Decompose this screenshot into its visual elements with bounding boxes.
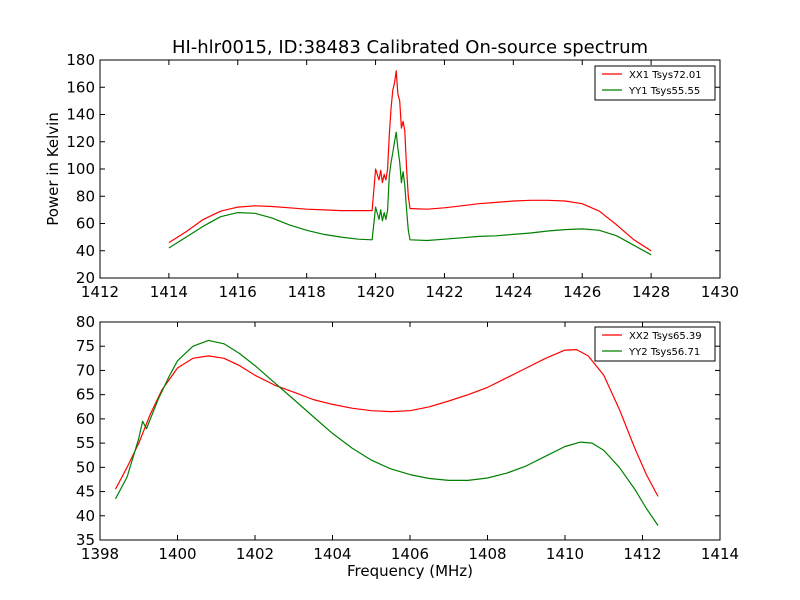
bottom-legend: XX2 Tsys65.39 YY2 Tsys56.71 bbox=[594, 326, 716, 362]
x-tick-label: 1414 bbox=[150, 283, 188, 301]
y-tick-label: 35 bbox=[76, 531, 95, 549]
legend-label-xx1: XX1 Tsys72.01 bbox=[629, 70, 702, 81]
y-tick-label: 140 bbox=[66, 106, 95, 124]
y-tick-label: 20 bbox=[76, 269, 95, 287]
y-tick-label: 40 bbox=[76, 242, 95, 260]
y-tick-label: 80 bbox=[76, 313, 95, 331]
y-tick-label: 55 bbox=[76, 434, 95, 452]
top-plot-area: 1412 1414 1416 1418 1420 1422 1424 1426 1428 1430… bbox=[66, 51, 739, 301]
y-tick-label: 50 bbox=[76, 458, 95, 476]
bottom-legend-box bbox=[594, 326, 716, 362]
y-tick-label: 40 bbox=[76, 507, 95, 525]
y-tick-label: 60 bbox=[76, 215, 95, 233]
top-spectrum-panel: HI-hlr0015, ID:38483 Calibrated On-sourc… bbox=[44, 37, 739, 301]
chart-title: HI-hlr0015, ID:38483 Calibrated On-sourc… bbox=[172, 37, 648, 58]
x-tick-label: 1412 bbox=[623, 545, 661, 563]
x-tick-label: 1406 bbox=[391, 545, 429, 563]
x-tick-label: 1398 bbox=[81, 545, 119, 563]
y-tick-label: 100 bbox=[66, 160, 95, 178]
x-tick-label: 1428 bbox=[632, 283, 670, 301]
y-tick-label: 180 bbox=[66, 51, 95, 69]
y-axis-label: Power in Kelvin bbox=[44, 112, 62, 226]
x-tick-label: 1416 bbox=[219, 283, 257, 301]
series-line-xx1 bbox=[168, 70, 652, 252]
x-tick-label: 1400 bbox=[158, 545, 196, 563]
y-tick-label: 120 bbox=[66, 133, 95, 151]
legend-label-yy2: YY2 Tsys56.71 bbox=[628, 347, 700, 358]
x-tick-label: 1402 bbox=[236, 545, 274, 563]
y-tick-label: 160 bbox=[66, 78, 95, 96]
x-tick-label: 1410 bbox=[546, 545, 584, 563]
y-tick-label: 60 bbox=[76, 410, 95, 428]
y-tick-label: 70 bbox=[76, 361, 95, 379]
series-line-yy2 bbox=[114, 339, 659, 526]
x-tick-label: 1408 bbox=[468, 545, 506, 563]
y-tick-label: 65 bbox=[76, 386, 95, 404]
x-tick-label: 1426 bbox=[563, 283, 601, 301]
top-legend: XX1 Tsys72.01 YY1 Tsys55.55 bbox=[594, 65, 716, 101]
top-legend-box bbox=[594, 65, 716, 101]
y-tick-label: 45 bbox=[76, 483, 95, 501]
bottom-plot-area: 1398 1400 1402 1404 1406 1408 1410 1412 1414 35 40… bbox=[76, 313, 739, 563]
x-tick-label: 1414 bbox=[701, 545, 739, 563]
x-axis-label: Frequency (MHz) bbox=[347, 562, 473, 580]
x-tick-label: 1412 bbox=[81, 283, 119, 301]
legend-label-yy1: YY1 Tsys55.55 bbox=[628, 86, 700, 97]
series-line-yy1 bbox=[168, 131, 652, 256]
y-tick-label: 80 bbox=[76, 187, 95, 205]
series-line-xx2 bbox=[114, 349, 659, 497]
x-tick-label: 1422 bbox=[425, 283, 463, 301]
x-tick-label: 1424 bbox=[494, 283, 532, 301]
bottom-spectrum-panel: Frequency (MHz) 1398 1400 1402 1404 1406 1408… bbox=[76, 313, 739, 580]
x-tick-label: 1420 bbox=[356, 283, 394, 301]
x-tick-label: 1418 bbox=[288, 283, 326, 301]
legend-label-xx2: XX2 Tsys65.39 bbox=[629, 331, 702, 342]
y-tick-label: 75 bbox=[76, 337, 95, 355]
x-tick-label: 1404 bbox=[313, 545, 351, 563]
x-tick-label: 1430 bbox=[701, 283, 739, 301]
